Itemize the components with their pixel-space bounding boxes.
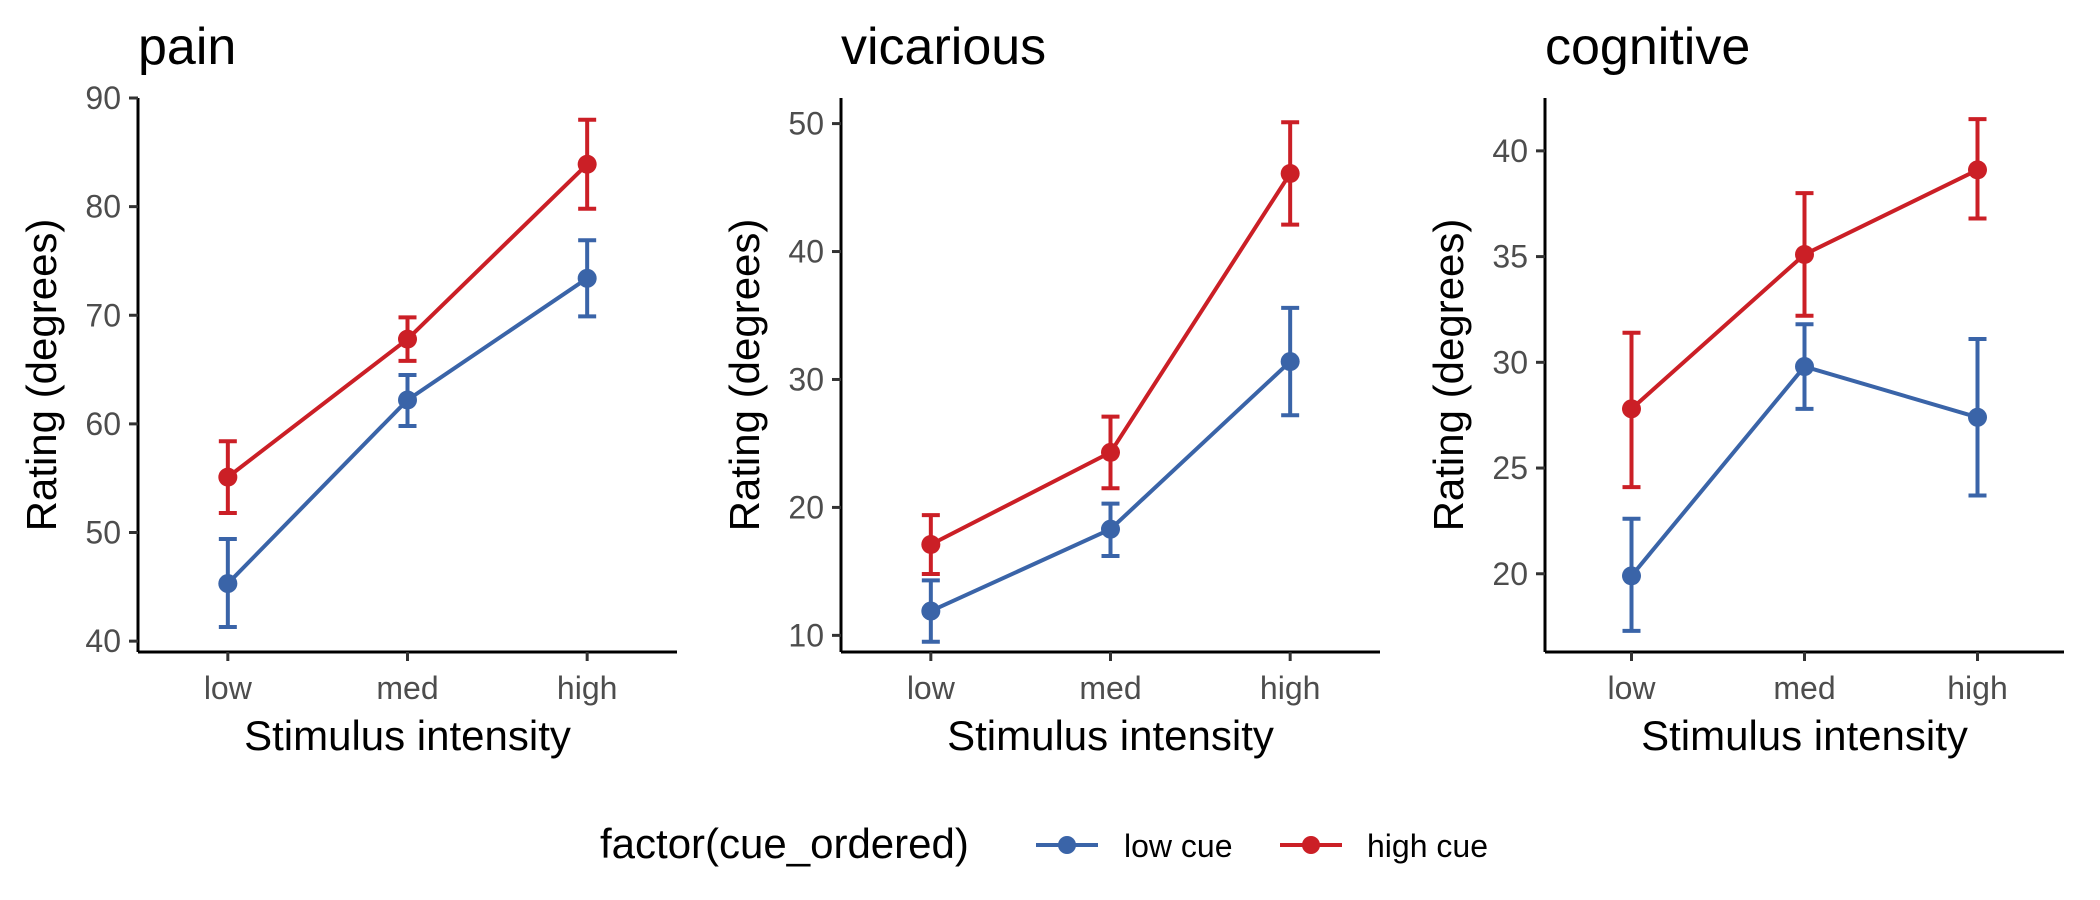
x-tick-label: high <box>1260 670 1321 706</box>
x-tick-label: high <box>1947 670 2008 706</box>
y-tick-label: 35 <box>1492 239 1528 275</box>
data-point <box>218 467 238 487</box>
data-point <box>921 535 941 555</box>
x-tick-label: med <box>1079 670 1141 706</box>
data-point <box>577 154 597 174</box>
panel-title: cognitive <box>1545 18 1750 76</box>
x-tick-label: low <box>204 670 253 706</box>
facet-panels: pain 40 50 60 70 80 90 low med high Stimulus inten… <box>18 18 2064 759</box>
y-tick-label: 50 <box>788 106 824 142</box>
data-point <box>1280 352 1300 372</box>
series-high-cue <box>1622 117 1987 490</box>
series-low-cue <box>1622 322 1987 633</box>
data-point <box>1101 519 1120 539</box>
y-tick-label: 30 <box>1492 344 1528 380</box>
y-axis-title: Rating (degrees) <box>721 219 768 532</box>
data-point <box>1101 442 1120 462</box>
panel-title: pain <box>138 18 236 76</box>
legend: factor(cue_ordered) low cue high cue <box>600 820 1488 867</box>
y-tick-label: 60 <box>85 406 121 442</box>
y-tick-label: 20 <box>788 489 824 525</box>
data-point <box>1795 357 1814 377</box>
y-tick-label: 10 <box>788 617 824 653</box>
y-tick-label: 50 <box>85 515 121 551</box>
x-axis-title: Stimulus intensity <box>1641 712 1968 759</box>
panel-cognitive: cognitive 20 25 30 35 40 low med high Stimulus in… <box>1425 18 2064 759</box>
y-tick-label: 20 <box>1492 556 1528 592</box>
legend-title: factor(cue_ordered) <box>600 820 969 867</box>
x-tick-label: low <box>907 670 956 706</box>
data-point <box>1280 163 1300 183</box>
data-point <box>1795 244 1814 264</box>
data-point <box>1968 407 1987 427</box>
x-tick-label: high <box>557 670 618 706</box>
data-point <box>1968 160 1987 180</box>
y-tick-label: 90 <box>85 80 121 116</box>
y-tick-label: 40 <box>788 234 824 270</box>
data-point <box>577 268 597 288</box>
data-point <box>1622 399 1641 419</box>
x-tick-label: low <box>1607 670 1656 706</box>
data-point <box>398 329 417 349</box>
legend-key-point-low-cue <box>1058 836 1076 854</box>
data-point <box>921 601 941 621</box>
series-low-cue <box>218 238 597 630</box>
data-point <box>218 574 238 594</box>
data-point <box>398 390 417 410</box>
y-tick-label: 30 <box>788 361 824 397</box>
x-tick-label: med <box>376 670 438 706</box>
y-axis-title: Rating (degrees) <box>18 219 65 532</box>
y-tick-label: 40 <box>1492 133 1528 169</box>
series-high-cue <box>218 117 597 515</box>
series-low-cue <box>921 305 1300 644</box>
x-axis-title: Stimulus intensity <box>244 712 571 759</box>
y-tick-label: 70 <box>85 297 121 333</box>
y-tick-label: 80 <box>85 189 121 225</box>
x-tick-label: med <box>1773 670 1835 706</box>
panel-title: vicarious <box>841 18 1046 76</box>
y-axis-title: Rating (degrees) <box>1425 219 1472 532</box>
y-tick-label: 25 <box>1492 450 1528 486</box>
data-point <box>1622 566 1641 586</box>
y-tick-label: 40 <box>85 623 121 659</box>
panel-pain: pain 40 50 60 70 80 90 low med high Stimulus inten… <box>18 18 677 759</box>
panel-vicarious: vicarious 10 20 30 40 50 low med high Stimulus in… <box>721 18 1380 759</box>
legend-item-high-cue: high cue <box>1280 828 1488 864</box>
legend-label-high-cue: high cue <box>1367 828 1488 864</box>
legend-label-low-cue: low cue <box>1124 828 1233 864</box>
legend-item-low-cue: low cue <box>1036 828 1233 864</box>
x-axis-title: Stimulus intensity <box>947 712 1274 759</box>
legend-key-point-high-cue <box>1302 836 1320 854</box>
series-high-cue <box>921 120 1300 576</box>
